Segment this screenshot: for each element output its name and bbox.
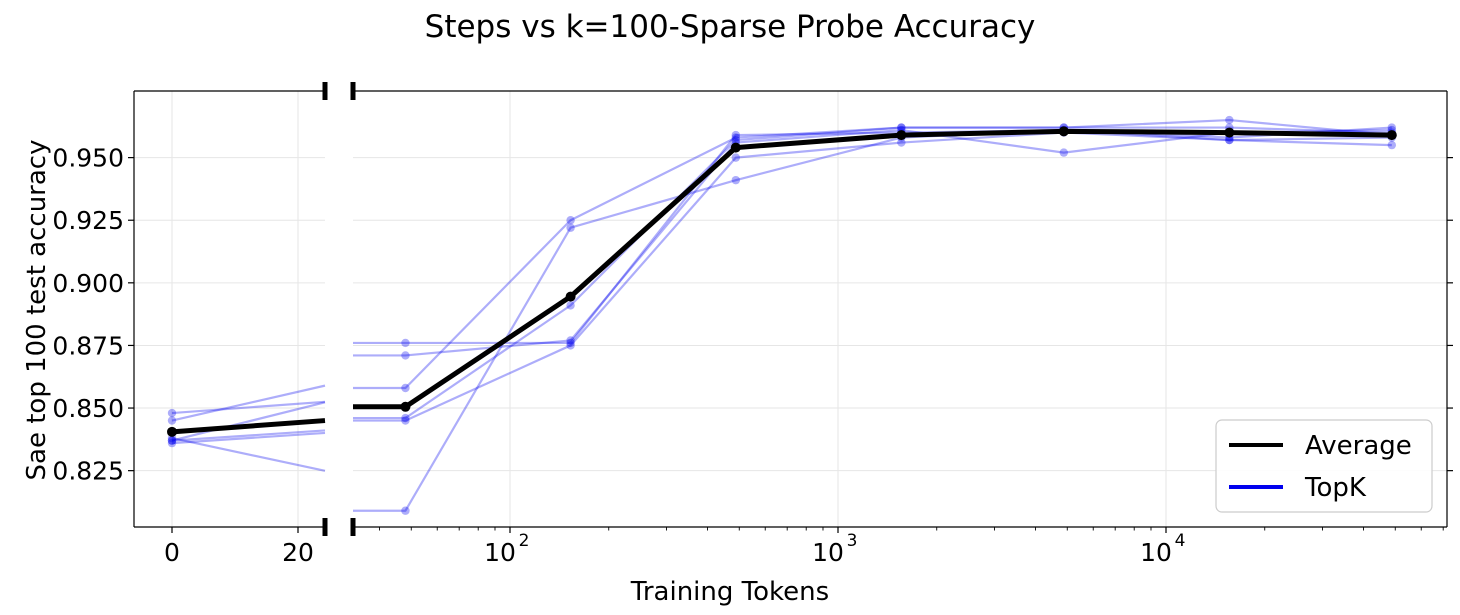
series-topk-3-line: [353, 128, 1392, 357]
grid: [134, 91, 1447, 527]
x-axis: 0 20 10 2 10 3 10 4: [164, 527, 1444, 567]
series-topk-1-point-7: [1387, 123, 1397, 132]
series-topk-1-point-1: [401, 338, 410, 348]
y-tick-label-1: 0.850: [52, 394, 124, 423]
axes-frame: [133, 82, 1448, 536]
series-topk-5-line: [353, 126, 1392, 420]
series-average-point-6: [1224, 127, 1235, 138]
series-average-point-4: [896, 130, 907, 141]
series-topk-2-point-2: [566, 223, 575, 232]
series-topk-0: [167, 115, 1397, 418]
y-tick-label-5: 0.950: [52, 144, 124, 173]
series-topk-2-line: [353, 128, 1392, 512]
x-axis-label: Training Tokens: [630, 577, 829, 607]
x-tick-label-1: 20: [282, 538, 314, 567]
series-topk-1-line: [353, 126, 1392, 345]
series-topk-3-point-1: [401, 351, 410, 360]
series-topk-4-line: [353, 131, 1392, 422]
series-average-point-0: [167, 426, 177, 437]
series-topk-5: [167, 123, 1397, 445]
series-topk-4-point-6: [1225, 135, 1234, 145]
legend-label-topk: TopK: [1304, 473, 1367, 503]
series-topk-4-point-2: [566, 341, 575, 350]
series-topk-1-point-2: [566, 338, 575, 348]
series-topk-3-point-0: [167, 436, 177, 445]
series-average-point-3: [730, 142, 741, 153]
series-average-point-1: [400, 401, 411, 412]
y-tick-label-3: 0.900: [52, 269, 124, 298]
series-topk-4-point-7: [1387, 140, 1397, 150]
legend: Average TopK: [1215, 419, 1433, 513]
legend-label-average: Average: [1305, 431, 1412, 461]
series-topk-0-left-segment: [171, 400, 326, 415]
series-topk-3: [167, 125, 1397, 445]
series-topk-3-point-2: [566, 336, 575, 345]
series-average: [167, 126, 1397, 437]
series-average-point-7: [1386, 130, 1397, 141]
series-topk-3-left-segment: [171, 401, 326, 442]
x-tick-label-log-0: 10: [484, 538, 516, 567]
series-topk-2-point-3: [731, 175, 741, 185]
series-topk-0-point-4: [897, 123, 906, 132]
series-topk-1: [167, 123, 1397, 425]
series-topk-4-point-0: [167, 438, 177, 448]
series-topk-4-point-3: [731, 153, 741, 162]
series-topk-4-point-1: [401, 416, 410, 425]
series-topk-2-left-segment: [171, 437, 326, 472]
series-lines: [167, 115, 1397, 515]
series-topk-2: [167, 125, 1397, 515]
x-tick-label-log-2: 10: [1140, 538, 1172, 567]
series-average-line: [353, 128, 1392, 410]
x-tick-label-0: 0: [164, 538, 180, 567]
series-topk-0-point-0: [167, 408, 177, 418]
x-tick-label-log-1: 10: [812, 538, 844, 567]
series-topk-4: [167, 128, 1397, 448]
series-topk-4-point-4: [897, 138, 906, 147]
series-topk-0-point-2: [566, 216, 575, 225]
series-topk-0-line: [353, 118, 1392, 390]
series-topk-0-point-1: [401, 383, 410, 393]
series-topk-2-point-1: [401, 506, 410, 515]
y-tick-label-2: 0.875: [52, 331, 124, 360]
series-topk-1-left-segment: [171, 384, 326, 422]
series-topk-5-left-segment: [171, 429, 326, 442]
series-topk-5-point-0: [167, 436, 177, 445]
series-topk-5-point-2: [566, 301, 575, 310]
series-topk-2-point-6: [1225, 135, 1234, 145]
series-topk-4-left-segment: [171, 431, 326, 445]
series-topk-0-point-6: [1225, 115, 1234, 125]
series-average-point-5: [1058, 126, 1069, 137]
series-average-left-segment: [171, 418, 326, 435]
series-topk-1-point-0: [167, 416, 177, 425]
x-tick-exponent-2: 4: [1175, 531, 1186, 551]
series-topk-5-point-4: [897, 123, 906, 132]
chart-title: Steps vs k=100-Sparse Probe Accuracy: [425, 9, 1036, 45]
series-topk-3-point-5: [1059, 148, 1069, 157]
series-average-point-2: [565, 291, 576, 302]
y-axis: 0.825 0.850 0.875 0.900 0.925 0.950: [52, 144, 1453, 486]
y-tick-label-4: 0.925: [52, 206, 124, 235]
x-tick-exponent-0: 2: [519, 531, 530, 551]
series-topk-1-point-3: [731, 130, 741, 140]
series-topk-5-point-3: [731, 135, 741, 145]
series-topk-5-point-1: [401, 413, 410, 423]
series-topk-0-point-3: [731, 133, 741, 142]
y-tick-label-0: 0.825: [52, 457, 124, 486]
x-tick-exponent-1: 3: [847, 531, 858, 551]
y-axis-label: Sae top 100 test accuracy: [22, 140, 52, 481]
